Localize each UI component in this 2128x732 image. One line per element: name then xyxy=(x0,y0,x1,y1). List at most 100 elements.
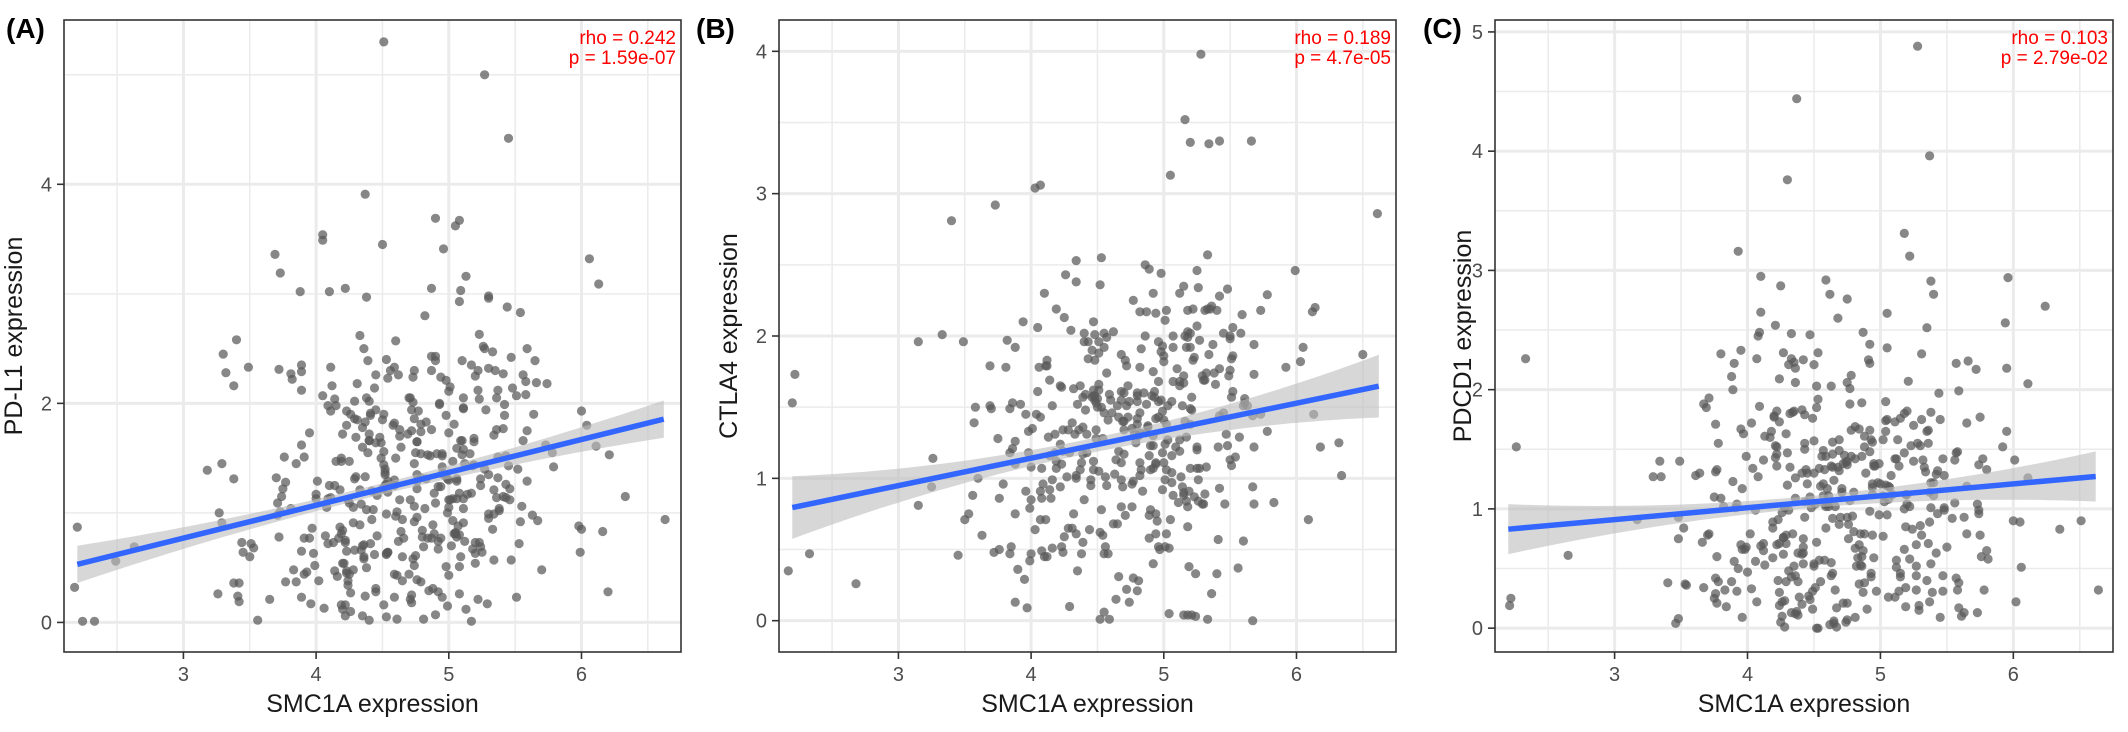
data-point xyxy=(318,230,328,240)
data-point xyxy=(473,365,483,376)
data-point xyxy=(454,589,464,599)
data-point xyxy=(488,524,498,534)
data-point xyxy=(1727,371,1737,382)
data-point xyxy=(1790,473,1800,483)
data-point xyxy=(1079,337,1089,347)
data-point xyxy=(1901,522,1911,532)
data-point xyxy=(441,375,451,385)
data-point xyxy=(1915,521,1925,531)
data-point xyxy=(2040,301,2050,311)
data-point xyxy=(1826,381,1836,391)
data-point xyxy=(281,577,291,587)
data-point xyxy=(1027,423,1037,434)
data-point xyxy=(1813,394,1823,404)
data-point xyxy=(381,509,391,519)
data-point xyxy=(430,498,441,508)
data-point xyxy=(1148,559,1158,569)
data-point xyxy=(1794,592,1804,602)
data-point xyxy=(458,393,468,403)
data-point xyxy=(1770,320,1780,330)
data-point xyxy=(1157,448,1168,458)
data-point xyxy=(461,271,471,281)
data-point xyxy=(1802,468,1812,478)
data-point xyxy=(296,367,307,377)
y-tick-label: 4 xyxy=(41,174,52,196)
data-point xyxy=(1103,549,1113,559)
data-point xyxy=(1076,549,1087,559)
data-point xyxy=(1704,529,1714,539)
data-point xyxy=(306,599,316,609)
data-point xyxy=(1035,486,1045,496)
data-point xyxy=(964,509,974,519)
data-point xyxy=(1809,360,1819,370)
data-point xyxy=(1078,392,1088,402)
data-point xyxy=(314,576,324,586)
data-point xyxy=(1798,355,1808,365)
data-point xyxy=(1829,475,1839,485)
data-point xyxy=(1213,442,1223,452)
data-point xyxy=(1926,503,1936,513)
data-point xyxy=(968,490,978,500)
data-point xyxy=(70,582,80,593)
data-point xyxy=(444,502,454,512)
data-point xyxy=(1850,543,1860,553)
data-point xyxy=(1224,371,1234,381)
data-point xyxy=(1521,354,1531,364)
data-point xyxy=(1175,446,1185,456)
data-point xyxy=(289,565,299,575)
y-axis-title: CTLA4 expression xyxy=(715,233,743,439)
data-point xyxy=(1165,170,1175,180)
data-point xyxy=(1152,516,1162,526)
data-point xyxy=(1701,402,1711,413)
data-point xyxy=(428,583,438,594)
data-point xyxy=(72,522,82,532)
data-point xyxy=(450,529,460,539)
data-point xyxy=(397,576,407,586)
data-point xyxy=(1132,586,1142,596)
data-point xyxy=(1798,534,1808,544)
data-point xyxy=(501,479,511,489)
data-point xyxy=(1712,552,1722,562)
data-point xyxy=(412,437,422,447)
data-point xyxy=(1781,429,1791,439)
data-point xyxy=(1951,448,1961,458)
data-point xyxy=(342,568,352,578)
data-point xyxy=(1165,515,1175,525)
data-point xyxy=(1913,41,1923,51)
data-point xyxy=(1833,313,1843,323)
data-point xyxy=(1055,381,1065,391)
data-point xyxy=(1821,523,1831,533)
data-point xyxy=(416,427,426,437)
data-point xyxy=(506,555,516,565)
data-point xyxy=(2003,273,2013,283)
data-point xyxy=(1925,151,1935,161)
data-point xyxy=(407,590,417,600)
data-point xyxy=(1141,399,1152,409)
data-point xyxy=(340,535,350,545)
y-tick-label: 1 xyxy=(1472,499,1483,521)
data-point xyxy=(1177,482,1187,492)
data-point xyxy=(1826,571,1836,581)
data-point xyxy=(1938,454,1948,464)
y-axis-title: PD-L1 expression xyxy=(0,237,28,436)
data-point xyxy=(1088,465,1099,475)
data-point xyxy=(1179,610,1189,620)
data-point xyxy=(1059,312,1069,323)
data-point xyxy=(484,363,494,373)
data-point xyxy=(344,456,354,466)
data-point xyxy=(393,536,403,547)
data-point xyxy=(218,349,228,359)
data-point xyxy=(1752,597,1762,607)
data-point xyxy=(603,587,613,597)
data-point xyxy=(1699,583,1709,593)
data-point xyxy=(379,600,389,610)
data-point xyxy=(1923,538,1933,549)
data-point xyxy=(420,311,430,321)
data-point xyxy=(1711,419,1721,429)
data-point xyxy=(1911,571,1921,581)
data-point xyxy=(1814,555,1824,565)
data-point xyxy=(89,616,100,626)
data-point xyxy=(1047,475,1057,485)
data-point xyxy=(1249,442,1259,452)
data-point xyxy=(1209,368,1219,378)
